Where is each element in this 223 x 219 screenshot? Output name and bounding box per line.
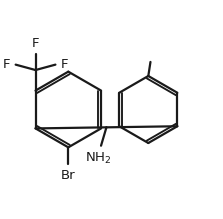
Text: F: F bbox=[32, 37, 39, 50]
Text: F: F bbox=[3, 58, 10, 71]
Text: NH$_2$: NH$_2$ bbox=[85, 151, 112, 166]
Text: F: F bbox=[61, 58, 68, 71]
Text: Br: Br bbox=[61, 169, 76, 182]
